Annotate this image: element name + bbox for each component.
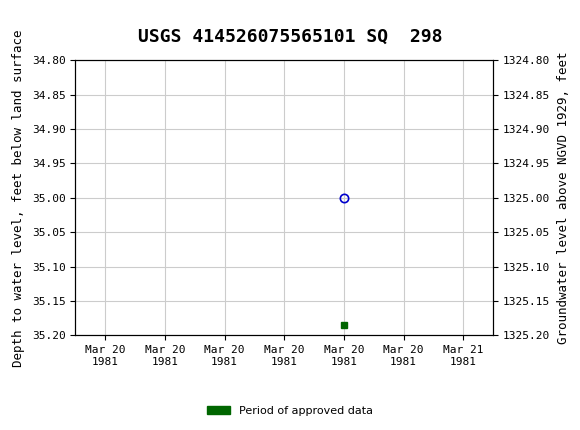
Text: USGS 414526075565101 SQ  298: USGS 414526075565101 SQ 298 — [138, 28, 442, 46]
Y-axis label: Groundwater level above NGVD 1929, feet: Groundwater level above NGVD 1929, feet — [557, 52, 570, 344]
Text: ≡ USGS: ≡ USGS — [17, 10, 94, 28]
Legend: Period of approved data: Period of approved data — [203, 401, 377, 420]
Y-axis label: Depth to water level, feet below land surface: Depth to water level, feet below land su… — [12, 29, 25, 366]
